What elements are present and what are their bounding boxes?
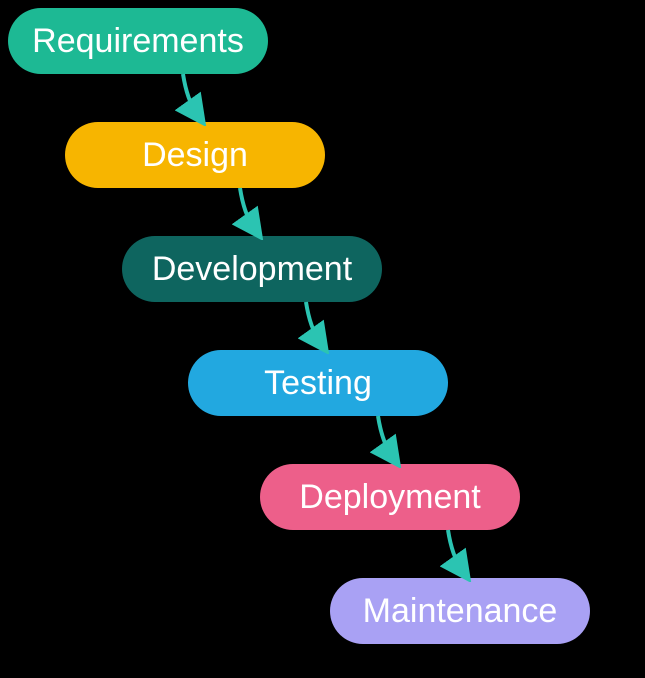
stage-deployment: Deployment [260, 464, 520, 530]
stage-label: Design [142, 136, 248, 175]
arrow-icon [232, 186, 292, 240]
stage-design: Design [65, 122, 325, 188]
stage-label: Deployment [299, 478, 480, 517]
stage-testing: Testing [188, 350, 448, 416]
waterfall-diagram: Requirements Design Development Testing … [0, 0, 645, 678]
arrow-icon [175, 72, 235, 126]
stage-label: Development [152, 250, 352, 289]
stage-label: Maintenance [363, 592, 558, 631]
stage-maintenance: Maintenance [330, 578, 590, 644]
arrow-icon [298, 300, 358, 354]
stage-label: Testing [264, 364, 372, 403]
stage-label: Requirements [32, 22, 244, 61]
stage-development: Development [122, 236, 382, 302]
arrow-icon [370, 414, 430, 468]
arrow-icon [440, 528, 500, 582]
stage-requirements: Requirements [8, 8, 268, 74]
